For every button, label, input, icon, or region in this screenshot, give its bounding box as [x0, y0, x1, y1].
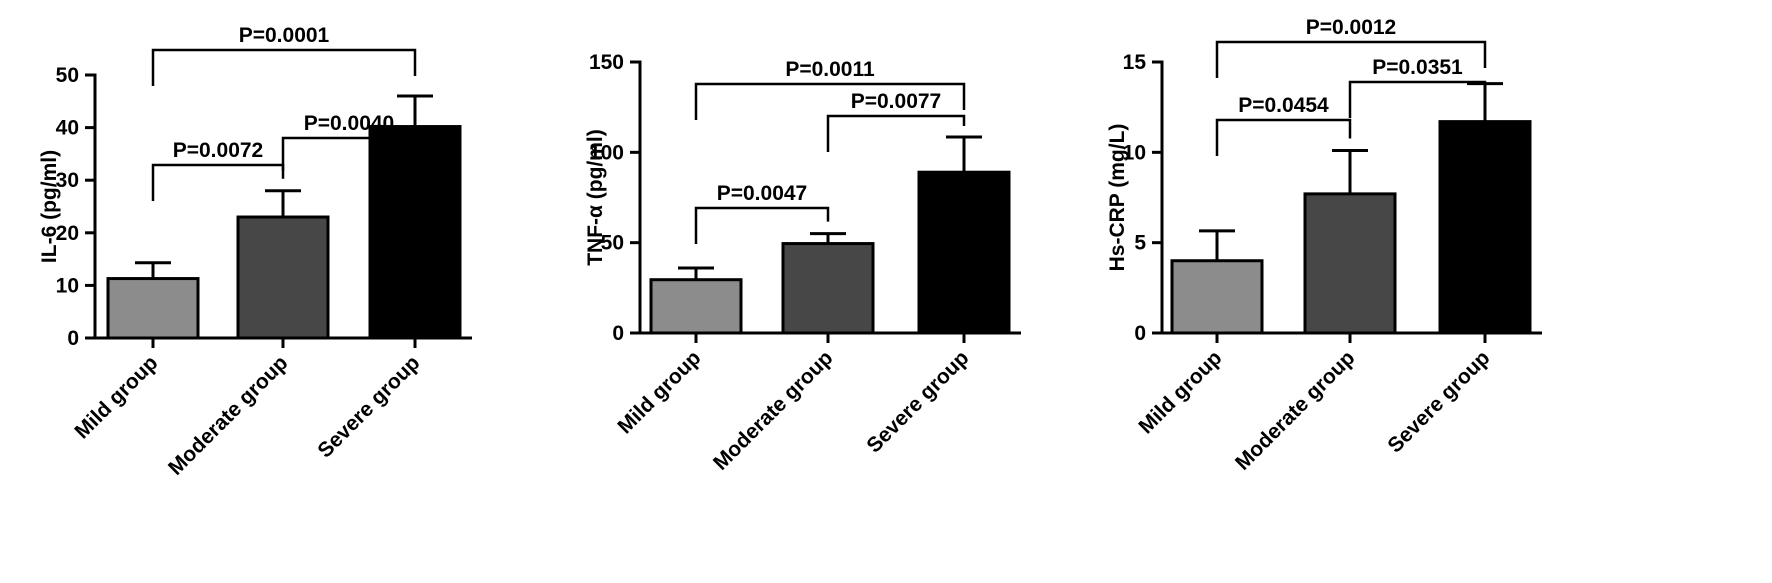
bar	[917, 170, 1011, 335]
significance-bracket	[1215, 40, 1487, 78]
category-label: Severe group	[1383, 346, 1494, 457]
y-tick-label: 0	[1134, 322, 1146, 345]
significance-bracket	[151, 163, 285, 201]
p-value-label: P=0.0351	[1372, 56, 1463, 79]
significance-bracket	[1348, 80, 1487, 118]
y-tick-label: 150	[589, 51, 624, 74]
p-value-label: P=0.0072	[173, 139, 264, 162]
bar	[1438, 120, 1532, 335]
y-tick-label: 40	[56, 117, 79, 140]
bar	[781, 242, 875, 335]
category-label: Severe group	[313, 351, 424, 462]
category-label: Moderate group	[1231, 346, 1359, 474]
y-tick-label: 0	[67, 327, 79, 350]
bar	[649, 278, 743, 335]
y-axis-title: TNF-α (pg/ml)	[584, 129, 607, 266]
chart-panel-il6: 0 10 20 30 40 50 IL-6 (pg/ml) Mild group Moderat…	[38, 24, 472, 480]
y-tick-label: 15	[1123, 51, 1147, 74]
category-label: Moderate group	[164, 351, 292, 479]
y-tick-label: 0	[612, 322, 624, 345]
category-label: Mild group	[70, 351, 162, 443]
category-label: Moderate group	[709, 346, 837, 474]
significance-bracket	[281, 136, 417, 171]
bar	[236, 215, 330, 340]
p-value-label: P=0.0001	[239, 24, 330, 47]
bar	[106, 277, 200, 340]
y-tick-label: 30	[56, 169, 79, 192]
bar	[1303, 192, 1397, 335]
p-value-label: P=0.0011	[785, 58, 875, 81]
y-tick-label: 50	[56, 64, 79, 87]
p-value-label: P=0.0454	[1238, 94, 1329, 117]
y-tick-label: 10	[56, 274, 79, 297]
significance-bracket	[826, 114, 966, 152]
chart-panel-tnf: 0 50 100 150 TNF-α (pg/ml) Mild group Moderate…	[584, 51, 1021, 475]
category-label: Mild group	[613, 346, 705, 438]
y-tick-label: 50	[601, 232, 624, 255]
bar	[368, 125, 462, 340]
significance-bracket	[1215, 118, 1352, 156]
y-tick-label: 10	[1123, 141, 1146, 164]
y-tick-label: 100	[589, 141, 624, 164]
p-value-label: P=0.0040	[304, 112, 395, 135]
y-tick-label: 5	[1134, 232, 1146, 255]
p-value-label: P=0.0012	[1306, 16, 1397, 39]
y-axis-title: IL-6 (pg/ml)	[38, 150, 61, 263]
y-tick-label: 20	[56, 222, 79, 245]
category-label: Severe group	[862, 346, 973, 457]
y-axis-title: Hs-CRP (mg/L)	[1106, 124, 1129, 272]
category-label: Mild group	[1134, 346, 1226, 438]
significance-bracket	[694, 82, 966, 120]
significance-bracket	[694, 206, 830, 244]
bar	[1170, 259, 1264, 335]
p-value-label: P=0.0077	[851, 90, 942, 113]
p-value-label: P=0.0047	[717, 182, 808, 205]
chart-panel-hscrp: 0 5 10 15 Hs-CRP (mg/L) Mild group Moderate gr…	[1106, 16, 1542, 475]
significance-bracket	[151, 48, 417, 86]
